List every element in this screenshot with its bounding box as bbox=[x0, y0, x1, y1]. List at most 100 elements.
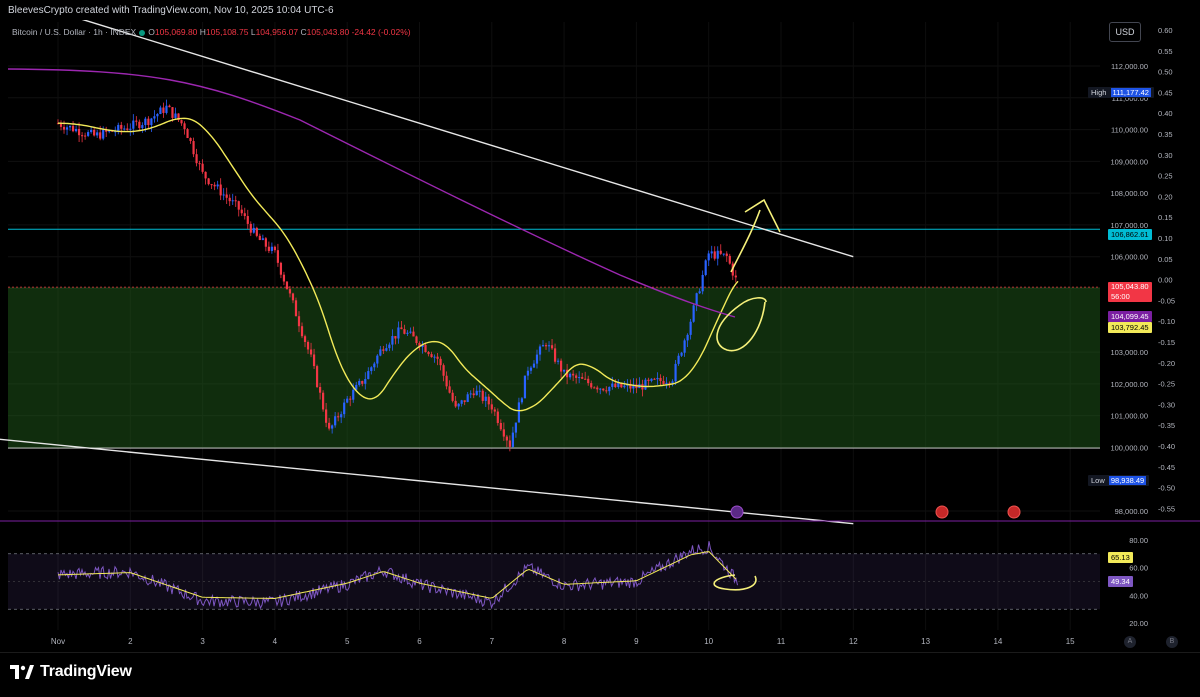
candle-body bbox=[144, 118, 147, 126]
candle-body bbox=[466, 394, 469, 402]
candle-body bbox=[728, 255, 731, 264]
candle-body bbox=[581, 377, 584, 379]
candle-body bbox=[105, 129, 108, 132]
candle-body bbox=[662, 380, 665, 385]
level-tag: 106,862.61 bbox=[1108, 229, 1152, 240]
candle-body bbox=[65, 127, 69, 130]
candle-body bbox=[394, 336, 397, 339]
percent-tick-label: -0.30 bbox=[1158, 400, 1175, 409]
candle-body bbox=[563, 369, 566, 372]
candle-body bbox=[665, 382, 668, 385]
candle-body bbox=[183, 123, 186, 130]
candle-body bbox=[159, 107, 162, 114]
ohlc-c-value: 105,043.80 bbox=[306, 27, 350, 37]
price-tick-label: 98,000.00 bbox=[1115, 507, 1148, 516]
candle-body bbox=[258, 235, 261, 241]
percent-tick-label: 0.55 bbox=[1158, 47, 1173, 56]
candle-body bbox=[337, 416, 340, 418]
candle-body bbox=[719, 250, 722, 254]
candle-body bbox=[222, 194, 225, 196]
candle-body bbox=[96, 132, 99, 136]
candle-body bbox=[171, 107, 174, 118]
candle-body bbox=[418, 343, 421, 348]
candle-body bbox=[710, 251, 713, 254]
percent-tick-label: -0.55 bbox=[1158, 504, 1175, 513]
tradingview-logo[interactable]: TradingView bbox=[10, 663, 132, 681]
ma-yellow-value: 103,792.45 bbox=[1111, 323, 1149, 332]
chart-credit: BleevesCrypto created with TradingView.c… bbox=[8, 5, 334, 16]
price-tick-label: 106,000.00 bbox=[1110, 253, 1148, 262]
rsi-tick-label: 60.00 bbox=[1129, 564, 1148, 573]
candle-body bbox=[102, 129, 105, 139]
candle-body bbox=[656, 377, 659, 380]
candle-body bbox=[734, 275, 737, 278]
candle-body bbox=[358, 380, 361, 385]
candle-body bbox=[213, 184, 216, 187]
candle-body bbox=[511, 432, 514, 447]
symbol-legend[interactable]: Bitcoin / U.S. Dollar · 1h · INDEX O105,0… bbox=[12, 27, 411, 37]
candle-body bbox=[276, 250, 280, 263]
candle-body bbox=[424, 344, 427, 353]
symbol-name: Bitcoin / U.S. Dollar · 1h · INDEX bbox=[12, 27, 137, 37]
price-tick-label: 112,000.00 bbox=[1111, 62, 1148, 71]
candle-body bbox=[382, 349, 385, 351]
candle-body bbox=[698, 291, 701, 294]
high-value: 111,177.42 bbox=[1110, 88, 1151, 97]
candle-body bbox=[460, 400, 463, 404]
last-price-value: 105,043.80 bbox=[1111, 282, 1149, 291]
countdown-value: 56:00 bbox=[1111, 292, 1130, 301]
candle-body bbox=[192, 141, 195, 155]
low-tag: Low 98,938.49 bbox=[1088, 475, 1150, 486]
date-tick-label: 6 bbox=[417, 637, 422, 646]
pane-button-b[interactable]: B bbox=[1166, 636, 1178, 648]
candle-body bbox=[397, 327, 400, 339]
candle-body bbox=[538, 346, 542, 355]
candle-body bbox=[617, 382, 620, 388]
candle-body bbox=[99, 132, 102, 139]
event-lightning-icon bbox=[730, 505, 744, 519]
candle-body bbox=[484, 396, 487, 401]
rsi-ma-value: 65.13 bbox=[1111, 553, 1130, 562]
candle-body bbox=[150, 118, 153, 126]
candle-body bbox=[680, 352, 683, 356]
market-status-icon bbox=[139, 29, 146, 36]
candle-body bbox=[707, 253, 710, 261]
candle-body bbox=[725, 253, 728, 256]
percent-tick-label: 0.20 bbox=[1158, 192, 1173, 201]
candle-body bbox=[306, 341, 310, 350]
candle-body bbox=[463, 400, 466, 402]
date-tick-label: 10 bbox=[704, 637, 713, 646]
candle-body bbox=[141, 125, 144, 129]
candle-body bbox=[328, 422, 331, 429]
candle-body bbox=[255, 227, 258, 236]
candle-body bbox=[409, 331, 412, 333]
candle-body bbox=[502, 429, 505, 437]
percent-tick-label: -0.25 bbox=[1158, 380, 1175, 389]
candle-body bbox=[346, 398, 349, 403]
percent-tick-label: 0.15 bbox=[1158, 213, 1173, 222]
candle-body bbox=[90, 129, 93, 133]
low-label: Low bbox=[1091, 476, 1105, 485]
date-tick-label: 14 bbox=[993, 637, 1002, 646]
price-tick-label: 103,000.00 bbox=[1110, 348, 1148, 357]
percent-tick-label: 0.30 bbox=[1158, 151, 1173, 160]
candle-body bbox=[249, 223, 252, 233]
pane-button-a[interactable]: A bbox=[1124, 636, 1136, 648]
candle-body bbox=[132, 120, 135, 129]
candle-body bbox=[216, 184, 219, 187]
level-value: 106,862.61 bbox=[1111, 230, 1149, 239]
percent-tick-label: 0.00 bbox=[1158, 276, 1173, 285]
candle-body bbox=[596, 387, 599, 390]
candle-body bbox=[355, 384, 358, 390]
currency-button[interactable]: USD bbox=[1109, 22, 1141, 42]
candle-body bbox=[147, 118, 150, 126]
candle-body bbox=[668, 382, 671, 384]
candle-body bbox=[273, 246, 276, 251]
date-tick-label: 8 bbox=[562, 637, 567, 646]
trendline-1 bbox=[0, 438, 854, 525]
percent-tick-label: -0.15 bbox=[1158, 338, 1175, 347]
price-tick-label: 109,000.00 bbox=[1110, 157, 1148, 166]
trendline-0 bbox=[16, 0, 854, 258]
percent-tick-label: -0.35 bbox=[1158, 421, 1175, 430]
